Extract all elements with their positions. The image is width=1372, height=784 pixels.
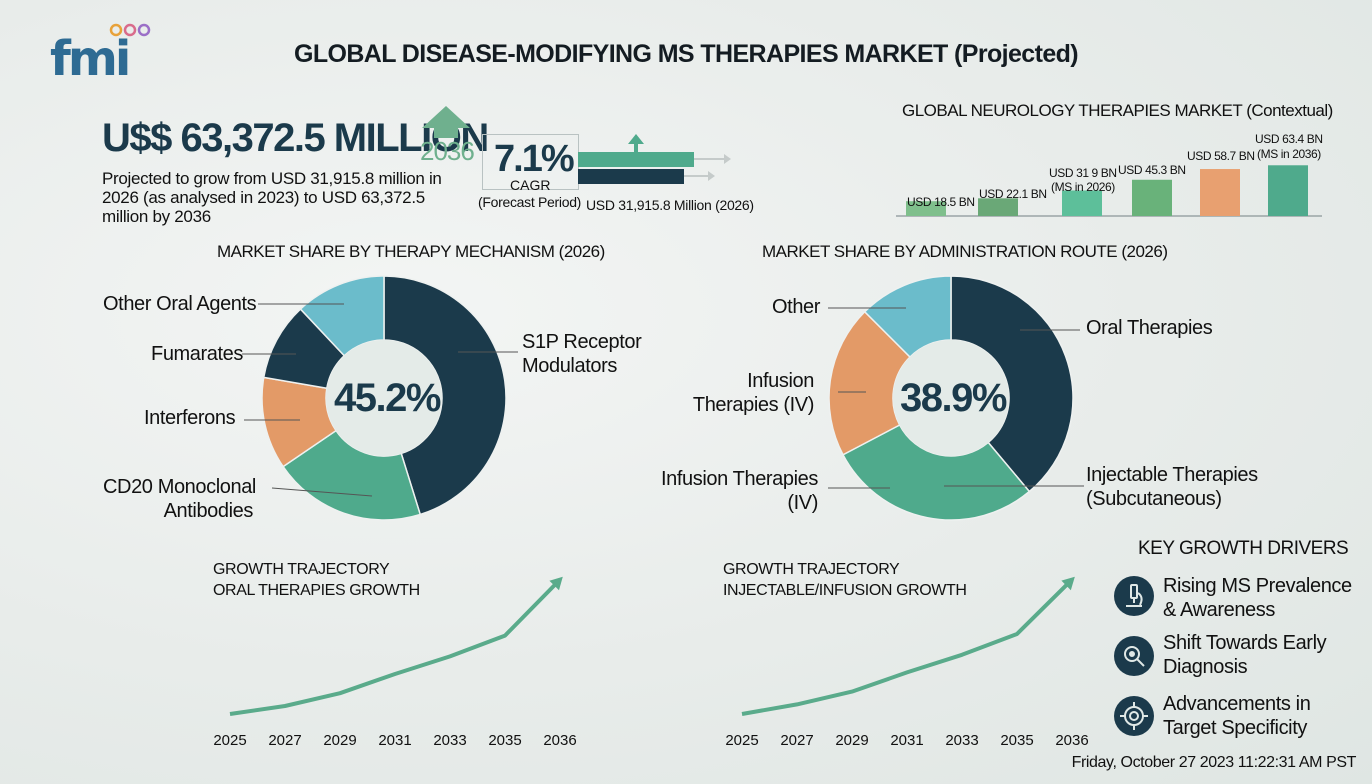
growth-line [741, 578, 1074, 716]
growth-line [229, 578, 562, 716]
neuro-bar-label: USD 22.1 BN [979, 187, 1047, 201]
oral-growth-line-chart: 2025 2027 2029 2031 2033 2035 2036 [213, 576, 577, 749]
headline-value: U$$ 63,372.5 MILLION [102, 116, 489, 160]
x-tick-label: 2036 [1055, 732, 1088, 749]
cagr-base-label: USD 31,915.8 Million (2026) [586, 197, 754, 213]
drivers-title: KEY GROWTH DRIVERS [1138, 538, 1349, 559]
other-oral-label: Other Oral Agents [103, 293, 257, 315]
neuro-bar-label: USD 18.5 BN [907, 195, 975, 209]
other-route-label: Other [772, 296, 821, 318]
mechanism-donut-chart [242, 275, 518, 521]
x-tick-label: 2031 [890, 732, 923, 749]
neuro-bar [1132, 179, 1172, 216]
growth-arrowhead-icon [1061, 576, 1075, 591]
interferons-label: Interferons [144, 407, 236, 429]
driver-item: Rising MS Prevalence & Awareness [1163, 575, 1352, 621]
x-tick-label: 2035 [1000, 732, 1033, 749]
cagr-value: 7.1% [494, 138, 575, 180]
cagr-bars [578, 134, 731, 184]
x-tick-label: 2025 [213, 732, 246, 749]
route-donut-chart [828, 275, 1084, 521]
arrow-right-icon [724, 154, 731, 164]
neuro-bar [1062, 190, 1102, 216]
cagr-period: (Forecast Period) [478, 194, 582, 210]
neuro-bar [906, 201, 946, 216]
up-arrow-icon [422, 106, 470, 138]
driver-item: Advancements in Target Specificity [1163, 693, 1311, 739]
neuro-bar-chart [896, 165, 1322, 217]
neuro-bar-label: USD 58.7 BN [1187, 149, 1255, 163]
neuro-bar-label: (MS in 2026) [1051, 180, 1115, 194]
neuro-bar [1200, 169, 1240, 216]
neuro-bar-label: USD 45.3 BN [1118, 163, 1186, 177]
infusion-lower-label: Infusion Therapies (IV) [661, 468, 818, 514]
magnifier-icon [1114, 636, 1154, 676]
donut-hole [326, 340, 442, 456]
target-icon [1114, 696, 1154, 736]
x-tick-label: 2033 [433, 732, 466, 749]
microscope-icon [1114, 576, 1154, 616]
injectable-growth-line-chart: 2025 2027 2029 2031 2033 2035 2036 [725, 576, 1089, 749]
x-tick-label: 2031 [378, 732, 411, 749]
oral-label: Oral Therapies [1086, 317, 1213, 339]
route-center-value: 38.9% [900, 376, 1007, 420]
headline-description: Projected to grow from USD 31,915.8 mill… [102, 169, 442, 226]
x-tick-label: 2027 [268, 732, 301, 749]
x-tick-label: 2029 [323, 732, 356, 749]
cagr-bar-2036 [578, 152, 694, 167]
cagr-bar-2026 [578, 169, 684, 184]
page-title: GLOBAL DISEASE-MODIFYING MS THERAPIES MA… [293, 40, 1079, 68]
mechanism-center-value: 45.2% [334, 376, 441, 420]
x-tick-label: 2033 [945, 732, 978, 749]
fmi-logo: fmi [48, 20, 168, 87]
driver-item: Shift Towards Early Diagnosis [1163, 632, 1327, 678]
x-tick-label: 2035 [488, 732, 521, 749]
cagr-label: CAGR [510, 177, 551, 193]
neuro-bar [1268, 165, 1308, 216]
logo-text: fmi [50, 31, 128, 82]
donut-hole [893, 340, 1009, 456]
x-tick-label: 2025 [725, 732, 758, 749]
infusion-label: Infusion Therapies (IV) [692, 370, 815, 416]
x-tick-label: 2029 [835, 732, 868, 749]
x-tick-label: 2027 [780, 732, 813, 749]
neuro-bar-label: USD 31 9 BN [1049, 166, 1117, 180]
route-chart-title: MARKET SHARE BY ADMINISTRATION ROUTE (20… [762, 242, 1168, 261]
timestamp: Friday, October 27 2023 11:22:31 AM PST [1071, 754, 1357, 771]
growth-arrowhead-icon [549, 576, 563, 591]
fumarates-label: Fumarates [151, 343, 243, 365]
leader-line [271, 487, 373, 497]
x-tick-label: 2036 [543, 732, 576, 749]
oral-growth-title: GROWTH TRAJECTORY ORAL THERAPIES GROWTH [213, 561, 420, 599]
arrow-right-icon [708, 171, 715, 181]
injectable-growth-title: GROWTH TRAJECTORY INJECTABLE/INFUSION GRO… [723, 561, 967, 599]
cagr-up-arrow-icon [628, 134, 644, 144]
cd20-label: CD20 Monoclonal Antibodies [103, 476, 256, 522]
s1p-label: S1P Receptor Modulators [522, 331, 642, 377]
neuro-bar-label: USD 63.4 BN [1255, 132, 1323, 146]
injectable-label: Injectable Therapies (Subcutaneous) [1086, 464, 1258, 510]
mechanism-chart-title: MARKET SHARE BY THERAPY MECHANISM (2026) [217, 242, 605, 261]
neuro-bar [978, 198, 1018, 216]
neuro-chart-title: GLOBAL NEUROLOGY THERAPIES MARKET (Conte… [902, 101, 1333, 120]
headline-year: 2036 [420, 136, 475, 166]
neuro-bar-label: (MS in 2036) [1257, 147, 1321, 161]
